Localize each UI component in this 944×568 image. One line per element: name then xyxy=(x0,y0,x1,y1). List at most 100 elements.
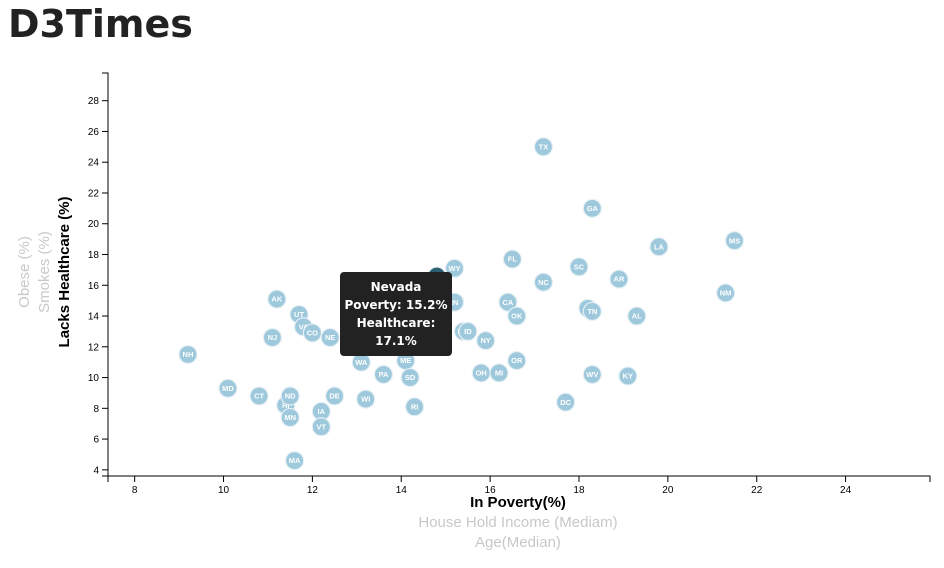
state-marker[interactable]: WI xyxy=(356,389,376,409)
state-label: IA xyxy=(318,407,326,416)
state-circle[interactable] xyxy=(311,417,331,437)
state-marker[interactable]: KY xyxy=(618,366,638,386)
state-marker[interactable]: LA xyxy=(649,237,669,257)
state-marker[interactable]: DE xyxy=(325,386,345,406)
state-circle[interactable] xyxy=(498,292,518,312)
state-marker[interactable]: AR xyxy=(609,269,629,289)
state-circle[interactable] xyxy=(404,397,425,417)
x-tick-label: 14 xyxy=(396,485,408,496)
state-marker[interactable]: MN xyxy=(280,407,300,428)
x-axis-title-poverty[interactable]: In Poverty(%) xyxy=(470,494,566,511)
state-label: OH xyxy=(476,369,487,378)
state-marker[interactable]: VT xyxy=(311,417,331,437)
state-label: ID xyxy=(464,327,472,336)
state-circle[interactable] xyxy=(489,363,509,383)
state-marker[interactable]: WV xyxy=(582,364,602,385)
x-tick-label: 24 xyxy=(840,485,852,496)
state-circle[interactable] xyxy=(325,386,345,406)
state-circle[interactable] xyxy=(458,321,478,342)
state-marker[interactable]: NE xyxy=(320,327,340,348)
state-circle[interactable] xyxy=(609,269,629,289)
state-label: AR xyxy=(614,275,625,284)
y-axis-title-obese[interactable]: Obese (%) xyxy=(16,236,33,308)
x-tick-label: 8 xyxy=(132,485,138,496)
state-marker[interactable]: OK xyxy=(507,306,527,326)
state-circle[interactable] xyxy=(627,306,647,326)
state-marker[interactable]: MD xyxy=(218,378,238,398)
state-circle[interactable] xyxy=(218,378,238,398)
state-circle[interactable] xyxy=(476,331,496,351)
state-circle[interactable] xyxy=(267,289,287,309)
state-marker[interactable]: CO xyxy=(302,323,322,343)
state-circle[interactable] xyxy=(373,364,394,385)
state-marker[interactable]: TN xyxy=(582,301,602,322)
state-marker[interactable]: NM xyxy=(716,283,736,303)
state-marker[interactable]: SD xyxy=(400,367,420,388)
state-circle[interactable] xyxy=(507,351,527,371)
state-marker[interactable]: NC xyxy=(533,272,554,292)
state-marker[interactable]: MS xyxy=(724,231,745,251)
state-marker[interactable]: MI xyxy=(489,363,509,383)
x-axis-title-age[interactable]: Age(Median) xyxy=(475,534,561,551)
state-circle[interactable] xyxy=(178,344,198,365)
x-axis: 8 10 12 14 16 18 20 22 24 xyxy=(107,475,931,496)
state-marker[interactable]: OR xyxy=(507,351,527,371)
state-marker[interactable]: AL xyxy=(627,306,647,326)
y-tick-label: 26 xyxy=(88,127,100,138)
state-label: ND xyxy=(285,392,296,401)
state-marker[interactable]: NY xyxy=(476,331,496,351)
tooltip-healthcare: Healthcare: 17.1% xyxy=(356,316,436,348)
state-marker[interactable]: DC xyxy=(556,392,576,412)
y-tick-label: 24 xyxy=(88,158,100,169)
state-circle[interactable] xyxy=(556,392,576,412)
state-marker[interactable]: CT xyxy=(249,386,269,406)
state-circle[interactable] xyxy=(582,301,602,322)
state-marker[interactable]: RI xyxy=(404,397,425,417)
state-marker[interactable]: MA xyxy=(285,451,305,471)
state-circle[interactable] xyxy=(649,237,669,257)
state-circle[interactable] xyxy=(569,257,589,277)
state-marker[interactable]: GA xyxy=(582,198,602,218)
state-marker[interactable]: NJ xyxy=(262,327,282,348)
state-circle[interactable] xyxy=(507,306,527,326)
state-label: OR xyxy=(511,356,523,365)
state-circle[interactable] xyxy=(320,327,340,348)
state-marker[interactable]: IA xyxy=(311,401,331,421)
state-circle[interactable] xyxy=(618,366,638,386)
x-axis-line xyxy=(107,475,931,482)
state-label: VT xyxy=(316,422,326,431)
state-marker[interactable]: ID xyxy=(458,321,478,342)
state-marker[interactable]: SC xyxy=(569,257,589,277)
tooltip-poverty: Poverty: 15.2% xyxy=(344,298,448,312)
y-tick-label: 6 xyxy=(93,435,99,446)
x-axis-title-income[interactable]: House Hold Income (Mediam) xyxy=(418,514,617,531)
state-label: MS xyxy=(729,236,740,245)
state-circle[interactable] xyxy=(724,231,745,251)
state-marker[interactable]: FL xyxy=(502,249,522,269)
state-circle[interactable] xyxy=(356,389,376,409)
state-marker[interactable]: OH xyxy=(471,363,491,383)
state-circle[interactable] xyxy=(280,407,300,428)
state-marker[interactable]: NH xyxy=(178,344,198,365)
state-circle[interactable] xyxy=(582,198,602,218)
x-tick-label: 18 xyxy=(573,485,585,496)
state-circle[interactable] xyxy=(533,272,554,292)
state-circle[interactable] xyxy=(280,386,300,406)
state-circle[interactable] xyxy=(533,137,554,157)
state-circle[interactable] xyxy=(285,451,305,471)
state-circle[interactable] xyxy=(400,367,420,388)
state-marker[interactable]: PA xyxy=(373,364,394,385)
state-label: DE xyxy=(329,392,339,401)
state-circle[interactable] xyxy=(502,249,522,269)
state-circle[interactable] xyxy=(262,327,282,348)
state-marker[interactable]: AK xyxy=(267,289,287,309)
state-circle[interactable] xyxy=(302,323,322,343)
state-marker[interactable]: ND xyxy=(280,386,300,406)
state-circle[interactable] xyxy=(249,386,269,406)
state-marker[interactable]: CA xyxy=(498,292,518,312)
state-circle[interactable] xyxy=(716,283,736,303)
state-marker[interactable]: TX xyxy=(533,137,554,157)
state-circle[interactable] xyxy=(582,364,602,385)
y-axis-title-smokes[interactable]: Smokes (%) xyxy=(36,231,53,313)
y-axis-title-healthcare[interactable]: Lacks Healthcare (%) xyxy=(56,197,73,348)
